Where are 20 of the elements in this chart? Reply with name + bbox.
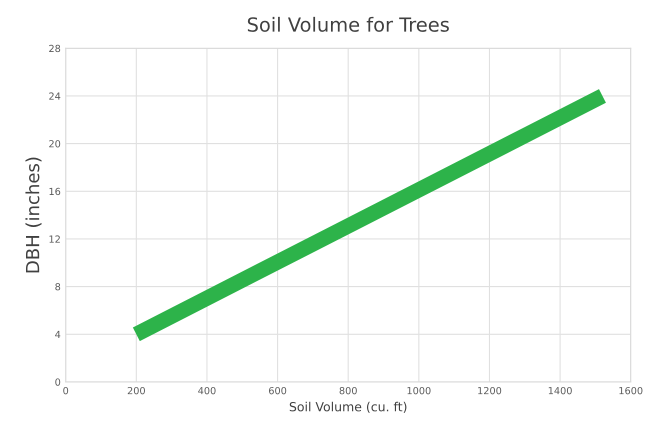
x-tick-label: 600 bbox=[268, 386, 286, 394]
y-tick-label: 12 bbox=[50, 235, 60, 243]
y-tick-label: 4 bbox=[55, 330, 60, 338]
x-tick-label: 200 bbox=[128, 386, 145, 394]
x-tick-label: 1400 bbox=[548, 386, 572, 394]
y-tick-label: 20 bbox=[49, 140, 60, 148]
y-tick-label: 8 bbox=[55, 283, 60, 290]
x-tick-label: 400 bbox=[198, 386, 216, 394]
x-tick-label: 800 bbox=[340, 386, 357, 394]
y-tick-label: 16 bbox=[50, 188, 60, 196]
x-tick-label: 1600 bbox=[619, 386, 642, 394]
chart-title: Soil Volume for Trees bbox=[248, 16, 449, 32]
y-axis-title: DBH (inches) bbox=[25, 158, 42, 272]
x-axis-title: Soil Volume (cu. ft) bbox=[290, 402, 406, 413]
x-tick-label: 1000 bbox=[408, 386, 431, 394]
x-tick-label: 0 bbox=[63, 386, 68, 394]
y-tick-label: 28 bbox=[49, 44, 60, 52]
y-tick-label: 0 bbox=[55, 378, 60, 386]
y-tick-label: 24 bbox=[49, 92, 60, 100]
x-tick-label: 1200 bbox=[478, 386, 502, 394]
